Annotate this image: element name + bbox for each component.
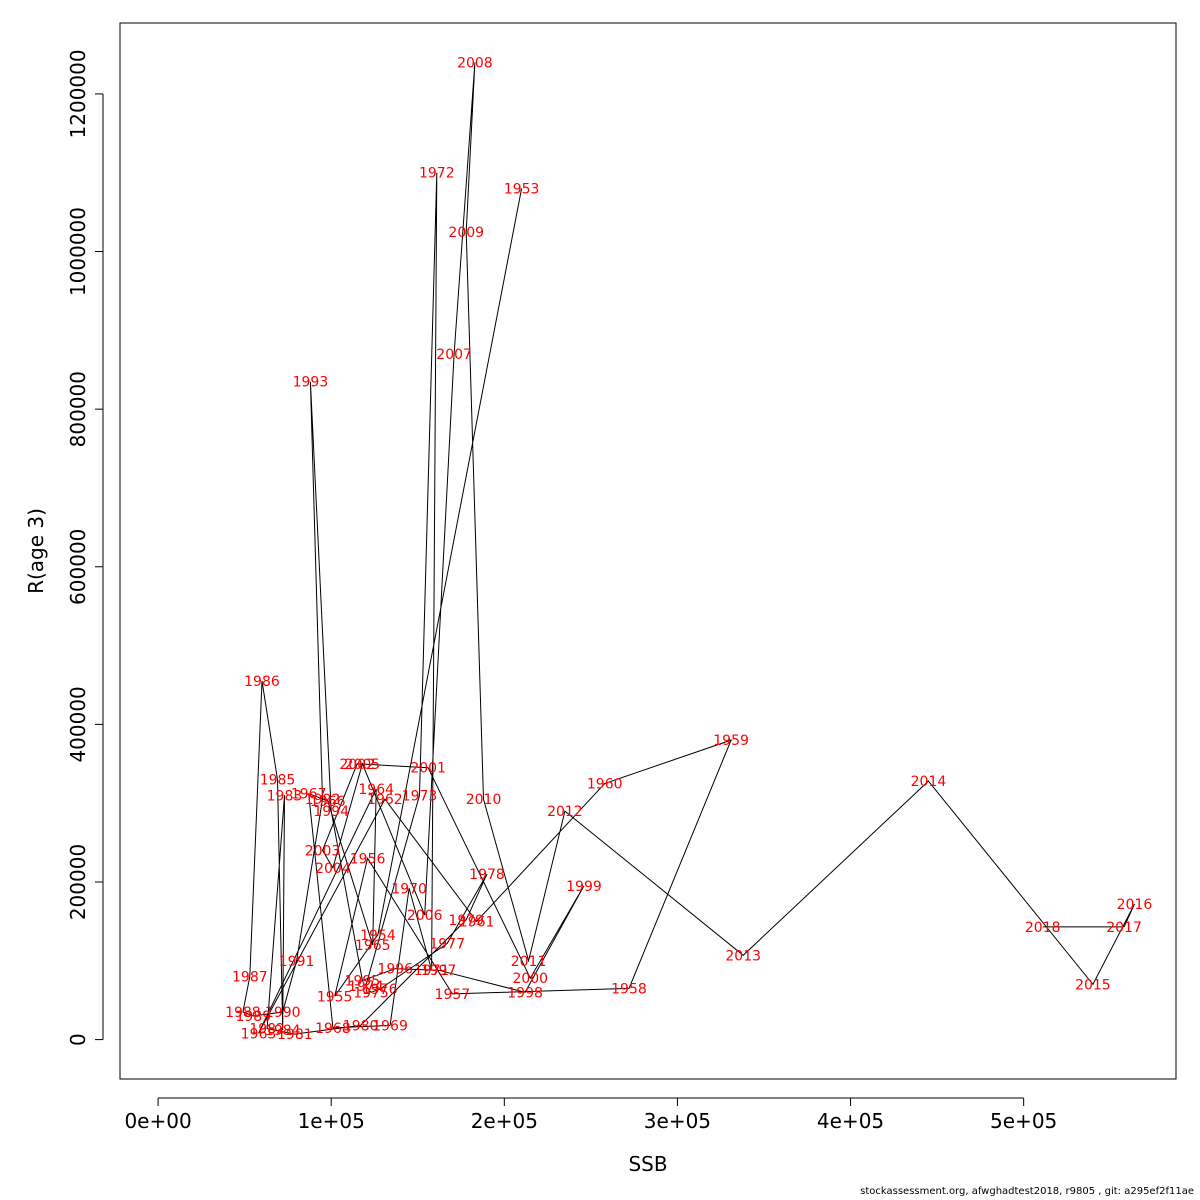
point-label-2012: 2012 bbox=[547, 804, 583, 820]
point-label-1985: 1985 bbox=[260, 773, 296, 789]
point-label-2001: 2001 bbox=[410, 761, 446, 777]
point-label-2003: 2003 bbox=[305, 843, 341, 859]
point-label-2017: 2017 bbox=[1106, 920, 1142, 936]
point-label-1992: 1992 bbox=[305, 792, 341, 808]
x-tick-label: 1e+05 bbox=[298, 1109, 365, 1133]
point-label-1960: 1960 bbox=[587, 776, 623, 792]
y-axis: 0 200000 400000 600000 800000 1000000 1200000 bbox=[66, 49, 104, 1046]
point-label-1989: 1989 bbox=[235, 1009, 271, 1025]
point-label-2007: 2007 bbox=[436, 347, 472, 363]
point-label-1980: 1980 bbox=[343, 1018, 379, 1034]
point-label-1959: 1959 bbox=[713, 733, 749, 749]
point-label-1995: 1995 bbox=[345, 973, 381, 989]
point-label-1969: 1969 bbox=[372, 1018, 408, 1034]
x-axis: 0e+00 1e+05 2e+05 3e+05 4e+05 5e+05 bbox=[124, 1097, 1057, 1133]
point-label-2009: 2009 bbox=[448, 225, 484, 241]
point-label-1968: 1968 bbox=[315, 1021, 351, 1037]
point-label-1974: 1974 bbox=[348, 979, 384, 995]
point-label-1997: 1997 bbox=[421, 963, 457, 979]
y-tick-label: 800000 bbox=[66, 371, 90, 447]
point-label-1953: 1953 bbox=[504, 181, 540, 197]
point-label-1984: 1984 bbox=[265, 1023, 301, 1039]
y-tick-label: 1000000 bbox=[66, 207, 90, 296]
y-tick-label: 600000 bbox=[66, 529, 90, 605]
x-tick-label: 3e+05 bbox=[644, 1109, 711, 1133]
point-label-2011: 2011 bbox=[511, 954, 547, 970]
point-label-2002: 2002 bbox=[339, 757, 375, 773]
point-label-2006: 2006 bbox=[407, 908, 443, 924]
point-label-2000: 2000 bbox=[512, 971, 548, 987]
point-label-1987: 1987 bbox=[232, 970, 268, 986]
point-label-1999: 1999 bbox=[566, 879, 602, 895]
point-label-2018: 2018 bbox=[1025, 920, 1061, 936]
point-label-2005: 2005 bbox=[345, 757, 381, 773]
x-tick-label: 5e+05 bbox=[990, 1109, 1057, 1133]
point-label-2008: 2008 bbox=[457, 55, 493, 71]
point-label-1961: 1961 bbox=[459, 914, 495, 930]
point-label-1990: 1990 bbox=[265, 1005, 301, 1021]
point-label-1996: 1996 bbox=[377, 962, 413, 978]
point-label-1955: 1955 bbox=[317, 989, 353, 1005]
point-label-1979: 1979 bbox=[448, 913, 484, 929]
series-line bbox=[242, 62, 1135, 1035]
point-label-1986: 1986 bbox=[244, 674, 280, 690]
point-label-1975: 1975 bbox=[353, 985, 389, 1001]
point-label-1971: 1971 bbox=[414, 963, 450, 979]
x-tick-label: 4e+05 bbox=[817, 1109, 884, 1133]
point-label-1965: 1965 bbox=[355, 938, 391, 954]
point-label-1976: 1976 bbox=[362, 982, 398, 998]
x-tick-label: 2e+05 bbox=[471, 1109, 538, 1133]
point-label-1957: 1957 bbox=[435, 987, 471, 1003]
point-label-2013: 2013 bbox=[725, 948, 761, 964]
point-label-2016: 2016 bbox=[1117, 897, 1153, 913]
point-label-2010: 2010 bbox=[466, 792, 502, 808]
point-label-1972: 1972 bbox=[419, 166, 455, 182]
point-label-1991: 1991 bbox=[279, 954, 315, 970]
point-label-1970: 1970 bbox=[391, 881, 427, 897]
point-label-1964: 1964 bbox=[358, 782, 394, 798]
point-label-2015: 2015 bbox=[1075, 977, 1111, 993]
point-label-1977: 1977 bbox=[429, 936, 465, 952]
point-label-1983: 1983 bbox=[267, 788, 303, 804]
point-label-1981: 1981 bbox=[277, 1027, 313, 1043]
point-label-1956: 1956 bbox=[350, 851, 386, 867]
point-label-1954: 1954 bbox=[360, 928, 396, 944]
y-tick-label: 1200000 bbox=[66, 49, 90, 138]
footer-credit: stockassessment.org, afwghadtest2018, r9… bbox=[860, 1186, 1194, 1197]
point-label-1993: 1993 bbox=[293, 375, 329, 391]
point-label-1973: 1973 bbox=[402, 788, 438, 804]
x-tick-label: 0e+00 bbox=[124, 1109, 191, 1133]
x-axis-title: SSB bbox=[628, 1152, 667, 1176]
point-label-1994: 1994 bbox=[313, 804, 349, 820]
point-labels: 1953 1954 1955 1956 1957 1958 1959 1960 1961 1962… bbox=[225, 55, 1152, 1043]
point-label-1998: 1998 bbox=[507, 985, 543, 1001]
point-label-1978: 1978 bbox=[469, 867, 505, 883]
y-tick-label: 200000 bbox=[66, 844, 90, 920]
point-label-1966: 1966 bbox=[310, 794, 346, 810]
y-tick-label: 0 bbox=[66, 1033, 90, 1046]
point-label-2004: 2004 bbox=[315, 861, 351, 877]
point-label-2014: 2014 bbox=[911, 774, 947, 790]
point-label-1958: 1958 bbox=[611, 981, 647, 997]
point-label-1962: 1962 bbox=[367, 792, 403, 808]
y-tick-label: 400000 bbox=[66, 686, 90, 762]
plot-frame bbox=[119, 22, 1177, 1080]
point-label-1982: 1982 bbox=[249, 1022, 285, 1038]
y-axis-title: R(age 3) bbox=[24, 508, 48, 594]
point-label-1988: 1988 bbox=[225, 1005, 261, 1021]
point-label-1967: 1967 bbox=[291, 787, 327, 803]
point-label-1963: 1963 bbox=[241, 1026, 277, 1042]
